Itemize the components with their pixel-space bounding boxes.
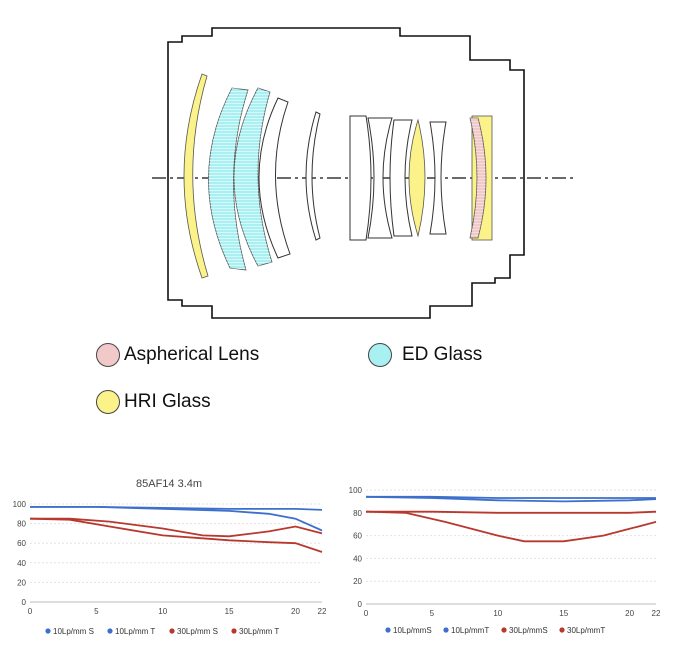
legend-dot	[107, 628, 113, 634]
legend-label: 10Lp/mmS	[393, 626, 432, 635]
legend-label: 30Lp/mm S	[177, 627, 218, 636]
legend-label: 30Lp/mm T	[239, 627, 279, 636]
clear-lens-5	[389, 119, 413, 237]
series-line-1	[365, 495, 657, 503]
x-tick-label: 22	[652, 609, 661, 618]
series-line-1	[30, 506, 323, 532]
chart-1-title: 85AF14 3.4m	[136, 478, 203, 490]
series-line-2	[366, 510, 657, 514]
legend-ed: ED Glass	[368, 343, 482, 367]
y-tick-label: 80	[17, 520, 26, 529]
lens-barrel-outline	[167, 27, 525, 319]
y-tick-label: 100	[349, 486, 363, 495]
y-tick-label: 60	[353, 532, 362, 541]
series-line-0	[366, 495, 656, 499]
hri-lens-front	[183, 73, 209, 279]
legend-ed-label: ED Glass	[402, 344, 483, 365]
legend-dot	[443, 627, 449, 633]
y-tick-label: 20	[353, 577, 362, 586]
aspherical-swatch-icon	[96, 343, 120, 367]
y-tick-label: 0	[358, 600, 363, 609]
legend-label: 10Lp/mmT	[451, 626, 489, 635]
y-tick-label: 40	[17, 559, 26, 568]
y-tick-label: 80	[353, 509, 362, 518]
legend-dot	[169, 628, 175, 634]
x-tick-label: 10	[158, 607, 167, 616]
x-tick-label: 20	[625, 609, 634, 618]
x-tick-label: 5	[94, 607, 99, 616]
mtf-chart-1: 0 20 40 60 80 100 0 5 10 15 20 22 10Lp/mm S 10Lp/mm T…	[13, 500, 327, 636]
x-tick-label: 0	[28, 607, 33, 616]
legend-aspherical: Aspherical Lens	[96, 343, 259, 367]
clear-lens-3	[349, 115, 372, 241]
y-tick-label: 60	[17, 539, 26, 548]
legend-label: 10Lp/mm S	[53, 627, 94, 636]
ed-swatch-icon	[368, 343, 392, 367]
legend-label: 30Lp/mmT	[567, 626, 605, 635]
legend-dot	[385, 627, 391, 633]
clear-lens-6	[429, 121, 447, 235]
legend-dot	[45, 628, 51, 634]
x-tick-label: 20	[291, 607, 300, 616]
clear-lens-1	[258, 97, 291, 259]
legend-dot	[501, 627, 507, 633]
y-tick-label: 20	[17, 578, 26, 587]
x-tick-label: 10	[493, 609, 502, 618]
y-tick-label: 40	[353, 554, 362, 563]
y-tick-label: 0	[22, 598, 27, 607]
legend-label: 10Lp/mm T	[115, 627, 155, 636]
y-tick-label: 100	[13, 500, 27, 509]
legend-dot	[559, 627, 565, 633]
series-line-2	[30, 517, 323, 538]
legend-hri-label: HRI Glass	[124, 391, 211, 412]
x-tick-label: 5	[430, 609, 435, 618]
hri-swatch-icon	[96, 390, 120, 414]
x-tick-label: 15	[225, 607, 234, 616]
lens-diagram	[152, 27, 575, 319]
x-tick-label: 22	[318, 607, 327, 616]
clear-lens-4	[367, 117, 393, 239]
series-line-3	[365, 510, 657, 543]
x-tick-label: 15	[559, 609, 568, 618]
hri-lens-rear	[408, 118, 426, 238]
legend-label: 30Lp/mmS	[509, 626, 548, 635]
legend-dot	[231, 628, 237, 634]
clear-lens-2	[305, 111, 321, 241]
mtf-chart-2: 0 20 40 60 80 100 0 5 10 15 20 22 10Lp/mmS 10Lp/mmT 30…	[349, 486, 661, 635]
legend-aspherical-label: Aspherical Lens	[124, 344, 260, 365]
x-tick-label: 0	[364, 609, 369, 618]
legend-hri: HRI Glass	[96, 390, 211, 414]
series-line-3	[29, 517, 323, 553]
